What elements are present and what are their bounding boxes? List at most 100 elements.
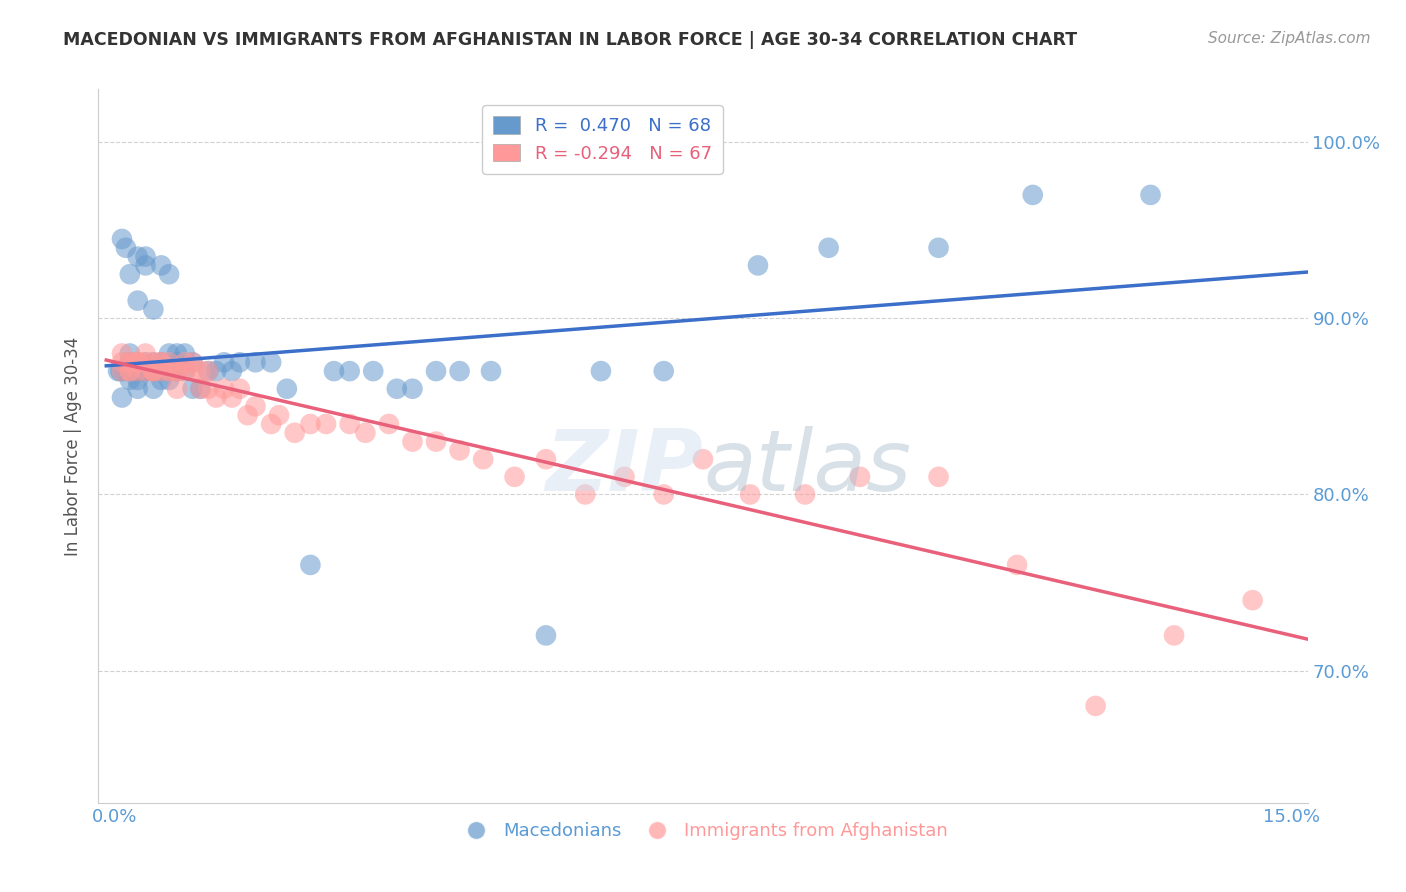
Point [1139, 188, 1161, 202]
Point [197, 364, 219, 378]
Point [111, 355, 134, 369]
Point [135, 364, 157, 378]
Point [127, 293, 149, 308]
Point [315, 417, 337, 431]
Point [197, 382, 219, 396]
Point [534, 452, 557, 467]
Point [111, 232, 134, 246]
Point [166, 382, 188, 396]
Point [652, 487, 675, 501]
Point [173, 346, 195, 360]
Point [1005, 558, 1028, 572]
Point [849, 470, 872, 484]
Point [212, 355, 235, 369]
Point [142, 302, 165, 317]
Point [449, 364, 471, 378]
Point [401, 382, 423, 396]
Point [118, 364, 141, 378]
Point [181, 364, 204, 378]
Point [260, 355, 283, 369]
Point [385, 382, 408, 396]
Point [127, 355, 149, 369]
Point [794, 487, 817, 501]
Point [142, 364, 165, 378]
Point [589, 364, 612, 378]
Point [166, 346, 188, 360]
Point [817, 241, 839, 255]
Point [425, 434, 447, 449]
Point [190, 382, 212, 396]
Point [740, 487, 762, 501]
Point [205, 364, 228, 378]
Point [118, 267, 141, 281]
Point [245, 355, 267, 369]
Point [299, 558, 322, 572]
Point [1163, 628, 1185, 642]
Point [135, 355, 157, 369]
Point [150, 364, 173, 378]
Point [112, 364, 135, 378]
Point [142, 355, 165, 369]
Point [127, 373, 149, 387]
Point [613, 470, 636, 484]
Point [173, 355, 195, 369]
Point [339, 417, 361, 431]
Point [111, 364, 134, 378]
Point [127, 355, 149, 369]
Point [142, 355, 165, 369]
Point [236, 408, 259, 422]
Point [115, 241, 138, 255]
Point [135, 355, 157, 369]
Point [127, 364, 149, 378]
Text: MACEDONIAN VS IMMIGRANTS FROM AFGHANISTAN IN LABOR FORCE | AGE 30-34 CORRELATION: MACEDONIAN VS IMMIGRANTS FROM AFGHANISTA… [63, 31, 1077, 49]
Point [221, 391, 243, 405]
Point [425, 364, 447, 378]
Point [118, 355, 141, 369]
Text: atlas: atlas [703, 425, 911, 509]
Point [472, 452, 495, 467]
Point [107, 364, 129, 378]
Point [118, 364, 141, 378]
Point [111, 346, 134, 360]
Point [276, 382, 298, 396]
Point [173, 364, 195, 378]
Point [221, 364, 243, 378]
Point [150, 355, 173, 369]
Point [150, 355, 173, 369]
Text: ZIP: ZIP [546, 425, 703, 509]
Point [503, 470, 526, 484]
Point [110, 364, 132, 378]
Point [205, 391, 228, 405]
Point [166, 364, 188, 378]
Point [928, 470, 950, 484]
Point [118, 355, 141, 369]
Legend: Macedonians, Immigrants from Afghanistan: Macedonians, Immigrants from Afghanistan [450, 815, 956, 847]
Point [166, 364, 188, 378]
Point [190, 382, 212, 396]
Text: Source: ZipAtlas.com: Source: ZipAtlas.com [1208, 31, 1371, 46]
Point [135, 346, 157, 360]
Point [323, 364, 346, 378]
Point [118, 355, 141, 369]
Point [229, 382, 252, 396]
Point [157, 364, 180, 378]
Point [401, 434, 423, 449]
Point [127, 364, 149, 378]
Point [534, 628, 557, 642]
Point [1022, 188, 1045, 202]
Point [127, 250, 149, 264]
Point [150, 364, 173, 378]
Point [284, 425, 307, 440]
Point [157, 364, 180, 378]
Point [267, 408, 290, 422]
Point [245, 400, 267, 414]
Point [260, 417, 283, 431]
Point [118, 346, 141, 360]
Point [135, 364, 157, 378]
Point [1084, 698, 1107, 713]
Point [181, 382, 204, 396]
Point [378, 417, 401, 431]
Point [150, 259, 173, 273]
Point [173, 364, 195, 378]
Point [157, 364, 180, 378]
